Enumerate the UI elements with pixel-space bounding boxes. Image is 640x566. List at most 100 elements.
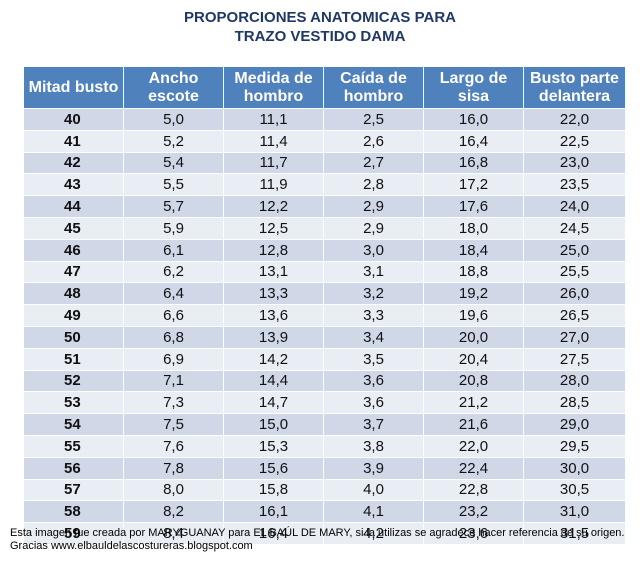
table-cell: 6,1 <box>123 238 224 262</box>
row-key-cell: 59 <box>23 522 124 545</box>
credit-line-2: Gracias www.elbauldelascostureras.blogsp… <box>10 540 253 552</box>
row-key-cell: 57 <box>23 478 124 502</box>
table-cell: 24,0 <box>523 195 626 218</box>
table-cell: 3,2 <box>323 282 424 306</box>
row-key-cell: 53 <box>23 391 124 415</box>
table-cell: 21,6 <box>423 413 524 436</box>
table-row: 50 6,8 13,9 3,4 20,0 27,0 <box>23 325 626 349</box>
table-cell: 7,6 <box>123 434 224 458</box>
table-cell: 22,8 <box>423 478 524 502</box>
row-key-cell: 58 <box>23 500 124 524</box>
table-row: 47 6,2 13,1 3,1 18,8 25,5 <box>23 260 626 284</box>
table-cell: 13,9 <box>223 325 324 349</box>
title-line-2: TRAZO VESTIDO DAMA <box>234 28 406 45</box>
table-cell: 20,4 <box>423 347 524 371</box>
table-cell: 17,2 <box>423 173 524 197</box>
row-key-cell: 46 <box>23 238 124 262</box>
row-key-cell: 47 <box>23 260 124 284</box>
table-cell: 22,5 <box>523 129 626 153</box>
table-cell: 24,5 <box>523 216 626 240</box>
table-cell: 31,5 <box>523 522 626 545</box>
table-cell: 7,1 <box>123 369 224 393</box>
table-cell: 3,3 <box>323 304 424 327</box>
column-header: Busto parte delantera <box>523 66 626 109</box>
table-row: 48 6,4 13,3 3,2 19,2 26,0 <box>23 282 626 306</box>
table-cell: 14,2 <box>223 347 324 371</box>
table-cell: 3,8 <box>323 434 424 458</box>
table-cell: 2,8 <box>323 173 424 197</box>
table-row: 40 5,0 11,1 2,5 16,0 22,0 <box>23 108 626 131</box>
table-cell: 17,6 <box>423 195 524 218</box>
table-row: 43 5,5 11,9 2,8 17,2 23,5 <box>23 173 626 197</box>
table-row: 58 8,2 16,1 4,1 23,2 31,0 <box>23 500 626 524</box>
table-cell: 18,0 <box>423 216 524 240</box>
table-cell: 29,5 <box>523 434 626 458</box>
table-cell: 5,2 <box>123 129 224 153</box>
table-cell: 14,7 <box>223 391 324 415</box>
table-row: 42 5,4 11,7 2,7 16,8 23,0 <box>23 151 626 175</box>
table-cell: 13,6 <box>223 304 324 327</box>
row-key-cell: 55 <box>23 434 124 458</box>
column-header: Caída de hombro <box>323 66 424 109</box>
row-key-cell: 44 <box>23 195 124 218</box>
table-cell: 16,4 <box>423 129 524 153</box>
table-cell: 16,0 <box>423 108 524 131</box>
table-cell: 23,5 <box>523 173 626 197</box>
table-cell: 19,6 <box>423 304 524 327</box>
row-key-cell: 43 <box>23 173 124 197</box>
table-cell: 11,7 <box>223 151 324 175</box>
table-cell: 29,0 <box>523 413 626 436</box>
column-header: Largo de sisa <box>423 66 524 109</box>
table-cell: 12,2 <box>223 195 324 218</box>
table-cell: 27,5 <box>523 347 626 371</box>
table-cell: 2,5 <box>323 108 424 131</box>
table-cell: 12,5 <box>223 216 324 240</box>
table-row: 49 6,6 13,6 3,3 19,6 26,5 <box>23 304 626 327</box>
table-cell: 3,5 <box>323 347 424 371</box>
row-key-cell: 52 <box>23 369 124 393</box>
table-row: 53 7,3 14,7 3,6 21,2 28,5 <box>23 391 626 415</box>
table-cell: 12,8 <box>223 238 324 262</box>
table-cell: 3,0 <box>323 238 424 262</box>
table-row: 45 5,9 12,5 2,9 18,0 24,5 <box>23 216 626 240</box>
table-cell: 18,4 <box>423 238 524 262</box>
table-cell: 15,8 <box>223 478 324 502</box>
table-cell: 11,1 <box>223 108 324 131</box>
table-cell: 3,4 <box>323 325 424 349</box>
table-cell: 27,0 <box>523 325 626 349</box>
table-row: 54 7,5 15,0 3,7 21,6 29,0 <box>23 413 626 436</box>
table-cell: 2,9 <box>323 216 424 240</box>
table-cell: 11,4 <box>223 129 324 153</box>
table-cell: 13,1 <box>223 260 324 284</box>
table-cell: 6,2 <box>123 260 224 284</box>
title-line-1: PROPORCIONES ANATOMICAS PARA <box>184 9 456 26</box>
table-cell: 4,1 <box>323 500 424 524</box>
table-row: 55 7,6 15,3 3,8 22,0 29,5 <box>23 434 626 458</box>
table-row: 46 6,1 12,8 3,0 18,4 25,0 <box>23 238 626 262</box>
row-key-cell: 42 <box>23 151 124 175</box>
row-key-cell: 40 <box>23 108 124 131</box>
table-row: 44 5,7 12,2 2,9 17,6 24,0 <box>23 195 626 218</box>
table-cell: 7,3 <box>123 391 224 415</box>
table-cell: 25,0 <box>523 238 626 262</box>
table-cell: 16,8 <box>423 151 524 175</box>
page-title: PROPORCIONES ANATOMICAS PARA TRAZO VESTI… <box>0 8 640 46</box>
proportions-table: Mitad busto Ancho escote Medida de hombro C… <box>23 66 626 545</box>
table-cell: 8,0 <box>123 478 224 502</box>
table-cell: 5,0 <box>123 108 224 131</box>
table-cell: 7,5 <box>123 413 224 436</box>
table-cell: 5,4 <box>123 151 224 175</box>
table-cell: 6,9 <box>123 347 224 371</box>
table-cell: 5,5 <box>123 173 224 197</box>
table-cell: 28,0 <box>523 369 626 393</box>
table-cell: 4,0 <box>323 478 424 502</box>
table-cell: 23,0 <box>523 151 626 175</box>
table-cell: 20,8 <box>423 369 524 393</box>
table-cell: 6,6 <box>123 304 224 327</box>
table-cell: 21,2 <box>423 391 524 415</box>
table-cell: 15,0 <box>223 413 324 436</box>
table-cell: 6,4 <box>123 282 224 306</box>
table-cell: 8,4 <box>123 522 224 545</box>
table-cell: 5,9 <box>123 216 224 240</box>
table-cell: 28,5 <box>523 391 626 415</box>
